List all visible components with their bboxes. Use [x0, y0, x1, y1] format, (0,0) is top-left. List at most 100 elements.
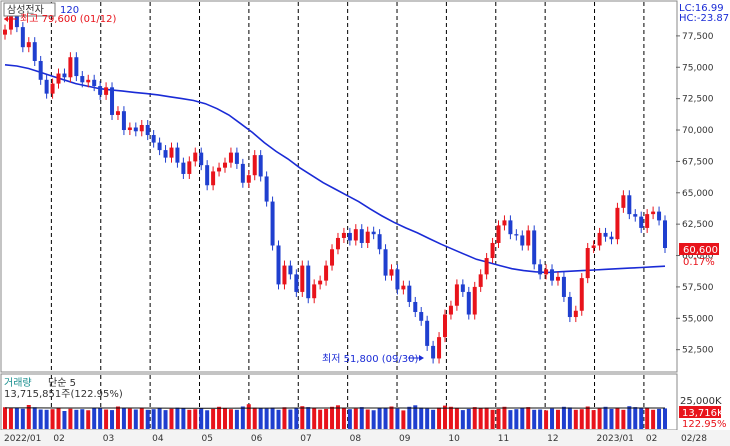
volume-bar [324, 408, 329, 429]
candle-body [26, 42, 31, 48]
volume-bar [62, 411, 67, 429]
candle-body [68, 57, 73, 78]
volume-bar [615, 408, 620, 429]
candle-body [413, 301, 418, 313]
volume-bar [14, 408, 19, 429]
x-tick-label: 07 [300, 434, 311, 444]
candle-body [252, 155, 257, 176]
y-tick-label: 67,500 [682, 157, 714, 167]
candle-body [561, 276, 566, 297]
volume-bar [32, 407, 37, 429]
candle-body [544, 269, 549, 275]
candle-body [157, 142, 162, 151]
volume-bar [44, 409, 49, 429]
x-tick-label: 02 [53, 434, 64, 444]
candle-body [240, 163, 245, 183]
candles [3, 7, 667, 364]
volume-tag [679, 406, 721, 418]
candle-body [234, 152, 239, 164]
candle-body [579, 278, 584, 311]
x-tick-label: 10 [448, 434, 460, 444]
stock-name: 삼성전자 [7, 4, 44, 16]
x-tick-label: 04 [152, 434, 164, 444]
candle-body [151, 135, 156, 143]
volume-bar [454, 408, 459, 429]
candle-body [550, 269, 555, 281]
candle-body [555, 276, 560, 281]
candle-body [133, 127, 138, 132]
volume-bar [270, 407, 275, 429]
candle-body [217, 167, 222, 172]
candle-body [615, 207, 620, 240]
volume-bar [639, 408, 644, 429]
y-tick-label: 57,500 [682, 283, 714, 293]
volume-bar [223, 408, 227, 429]
candle-body [80, 76, 85, 83]
candle-body [169, 147, 174, 158]
volume-bar [508, 410, 513, 429]
candle-body [365, 231, 370, 243]
candle-body [573, 310, 578, 318]
volume-bar [621, 409, 626, 429]
volume-bar [591, 410, 596, 429]
candle-body [437, 337, 442, 359]
volume-bar [377, 408, 382, 429]
date-axis: 2022/01 02 03 04 05 06 07 08 09 10 11 12 2023/01 02 02… [4, 434, 707, 444]
candle-body [264, 176, 269, 202]
volume-bar [240, 406, 245, 429]
volume-bar [603, 406, 608, 429]
volume-bar [544, 410, 549, 429]
volume-bar [514, 409, 519, 429]
volume-bar [276, 409, 281, 429]
candle-body [347, 232, 352, 241]
volume-bar [389, 406, 394, 429]
volume-bar [561, 406, 566, 429]
volume-bar [228, 409, 233, 429]
candle-body [341, 232, 346, 238]
x-tick-label: 09 [399, 434, 411, 444]
volume-ma-label: 단순 5 [48, 377, 76, 389]
candle-body [448, 305, 453, 315]
volume-bar [383, 407, 388, 429]
high-marker: 최고 79,600 (01/12) [20, 13, 116, 25]
candle-body [585, 248, 590, 279]
candle-body [335, 237, 340, 250]
volume-bar [359, 407, 364, 429]
candle-body [353, 229, 358, 241]
volume-bar [472, 407, 477, 429]
candle-body [86, 79, 91, 83]
volume-bar [532, 409, 537, 429]
candle-body [645, 214, 650, 228]
candle-body [454, 284, 459, 306]
volume-bar [318, 409, 323, 429]
y-tick-label: 52,500 [682, 346, 714, 356]
volume-bar [68, 408, 73, 429]
y-tick-label: 62,500 [682, 220, 714, 230]
volume-bar [651, 409, 656, 429]
hc-label: HC:-23.87 [679, 13, 729, 24]
volume-bar [579, 409, 584, 429]
volume-bar [98, 407, 103, 429]
volume-bar [74, 409, 79, 429]
volume-bar [490, 409, 495, 429]
volume-value: 13,715,851주(122.95%) [4, 389, 123, 400]
y-tick-label: 65,000 [682, 189, 714, 199]
candle-body [270, 201, 275, 246]
candle-body [651, 211, 656, 215]
candle-body [3, 29, 7, 35]
candle-body [627, 195, 632, 215]
volume-bar [288, 409, 293, 429]
volume-bar [573, 409, 578, 429]
stock-name-box [3, 2, 56, 17]
candle-body [8, 12, 13, 30]
candle-body [431, 345, 436, 359]
candle-body [460, 284, 465, 292]
volume-bar [526, 407, 531, 429]
candle-body [324, 265, 329, 281]
candle-body [377, 234, 382, 250]
candle-body [502, 220, 507, 226]
volume-bar [234, 409, 239, 429]
candle-body [526, 230, 531, 246]
candle-body [591, 245, 596, 248]
candle-body [478, 274, 483, 287]
